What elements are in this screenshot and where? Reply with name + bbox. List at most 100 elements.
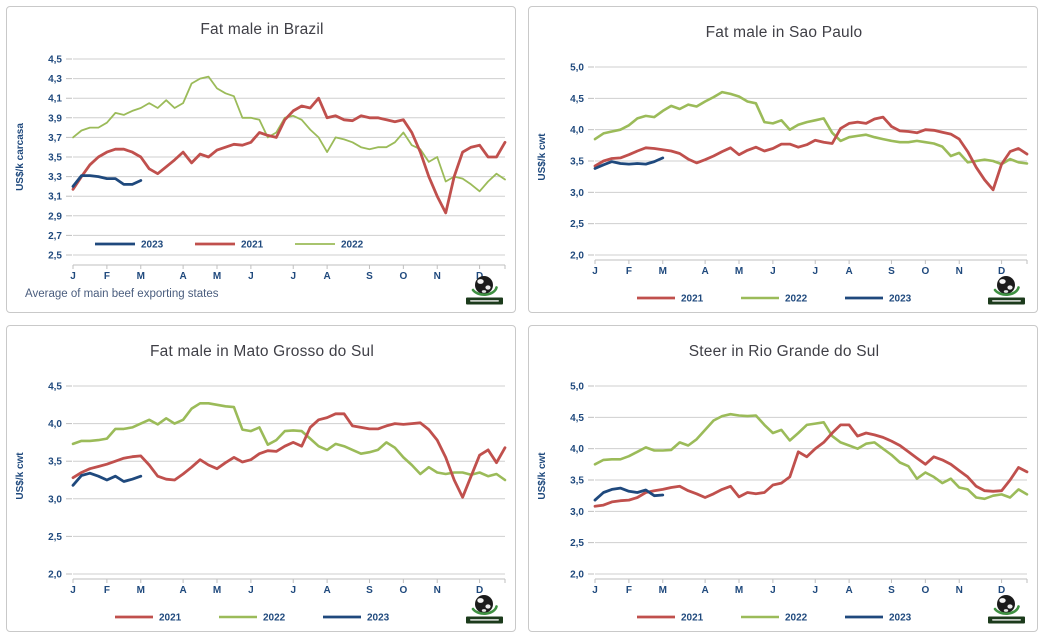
gridlines xyxy=(66,58,505,256)
series-line-2023 xyxy=(71,471,143,487)
y-axis-label: US$/k cwt xyxy=(15,452,26,500)
svg-text:M: M xyxy=(137,271,145,282)
globe-logo-icon xyxy=(988,595,1025,624)
svg-text:2,5: 2,5 xyxy=(48,251,62,262)
svg-text:J: J xyxy=(248,585,254,596)
gridlines xyxy=(588,66,1027,256)
legend-label-2022: 2022 xyxy=(263,613,286,624)
legend-item-2021: 2021 xyxy=(115,613,182,624)
svg-text:2,5: 2,5 xyxy=(570,538,584,549)
legend-label-2023: 2023 xyxy=(141,240,164,251)
chart-steer-rio-grande-do-sul: Steer in Rio Grande do Sul US$/k cwt 2,0… xyxy=(537,343,1029,624)
y-axis-label: US$/k cwt xyxy=(537,452,548,500)
panel-fat-male-mato-grosso-do-sul: Fat male in Mato Grosso do Sul US$/k cwt… xyxy=(6,325,516,632)
svg-text:F: F xyxy=(104,271,110,282)
svg-text:J: J xyxy=(812,266,818,277)
svg-text:M: M xyxy=(659,585,667,596)
svg-text:N: N xyxy=(956,585,963,596)
svg-text:O: O xyxy=(399,271,407,282)
svg-text:2,7: 2,7 xyxy=(48,231,62,242)
series-line-2022 xyxy=(72,75,506,193)
series-line-2023 xyxy=(71,174,143,188)
svg-text:J: J xyxy=(70,585,76,596)
svg-text:O: O xyxy=(399,585,407,596)
svg-text:3,0: 3,0 xyxy=(48,494,62,505)
chart-title: Fat male in Mato Grosso do Sul xyxy=(150,343,374,360)
chart-title: Fat male in Brazil xyxy=(200,21,323,38)
svg-text:5,0: 5,0 xyxy=(570,63,584,74)
svg-text:M: M xyxy=(735,266,743,277)
y-tick-labels: 2,5 2,7 2,9 3,1 3,3 3,5 3,7 3,9 4,1 4,3 4,5 xyxy=(48,55,62,262)
svg-text:S: S xyxy=(888,585,895,596)
y-axis-label: US$/k carcasa xyxy=(15,123,26,191)
svg-text:4,1: 4,1 xyxy=(48,94,62,105)
svg-text:2,0: 2,0 xyxy=(570,251,584,262)
svg-text:A: A xyxy=(324,271,331,282)
svg-text:3,7: 3,7 xyxy=(48,133,62,144)
x-axis xyxy=(594,259,1028,264)
svg-text:4,5: 4,5 xyxy=(48,382,62,393)
legend-item-2023: 2023 xyxy=(95,240,164,251)
series-line-2021 xyxy=(71,96,507,215)
series-line-2023 xyxy=(593,486,665,502)
legend-label-2021: 2021 xyxy=(241,240,264,251)
chart-footnote: Average of main beef exporting states xyxy=(25,288,219,300)
svg-text:3,1: 3,1 xyxy=(48,192,62,203)
series-line-2022 xyxy=(593,412,1029,501)
svg-text:4,0: 4,0 xyxy=(570,125,584,136)
svg-text:S: S xyxy=(366,271,373,282)
globe-logo-icon xyxy=(466,595,503,624)
plot-area: 2,5 2,7 2,9 3,1 3,3 3,5 3,7 3,9 4,1 4,3 4,5 J F M A M J J… xyxy=(48,55,507,305)
svg-text:A: A xyxy=(846,585,853,596)
legend-label-2023: 2023 xyxy=(889,294,912,305)
svg-text:A: A xyxy=(324,585,331,596)
legend: 2021 2022 2023 xyxy=(115,613,390,624)
legend-item-2023: 2023 xyxy=(845,294,912,305)
svg-text:M: M xyxy=(213,585,221,596)
legend-label-2022: 2022 xyxy=(785,613,808,624)
svg-text:N: N xyxy=(434,585,441,596)
legend-item-2021: 2021 xyxy=(195,240,264,251)
legend-item-2022: 2022 xyxy=(219,613,286,624)
svg-text:D: D xyxy=(476,585,483,596)
series-line-2021 xyxy=(71,412,507,499)
svg-text:3,0: 3,0 xyxy=(570,507,584,518)
svg-text:F: F xyxy=(104,585,110,596)
chart-fat-male-mato-grosso-do-sul: Fat male in Mato Grosso do Sul US$/k cwt… xyxy=(15,343,507,624)
svg-text:3,0: 3,0 xyxy=(570,188,584,199)
legend-item-2021: 2021 xyxy=(637,294,704,305)
x-axis xyxy=(594,578,1028,583)
svg-text:D: D xyxy=(998,266,1005,277)
svg-text:N: N xyxy=(956,266,963,277)
svg-text:O: O xyxy=(921,266,929,277)
svg-text:F: F xyxy=(626,266,632,277)
legend-label-2021: 2021 xyxy=(159,613,182,624)
series-line-2022 xyxy=(593,90,1029,166)
legend: 2021 2022 2023 xyxy=(637,294,912,305)
legend-label-2021: 2021 xyxy=(681,294,704,305)
series-line-2022 xyxy=(71,402,507,482)
svg-text:3,9: 3,9 xyxy=(48,113,62,124)
svg-text:2,0: 2,0 xyxy=(48,570,62,581)
svg-text:J: J xyxy=(248,271,254,282)
legend-label-2022: 2022 xyxy=(785,294,808,305)
svg-text:D: D xyxy=(476,271,483,282)
legend-label-2022: 2022 xyxy=(341,240,364,251)
svg-text:M: M xyxy=(659,266,667,277)
legend-label-2023: 2023 xyxy=(889,613,912,624)
svg-text:A: A xyxy=(702,266,709,277)
svg-text:J: J xyxy=(592,585,598,596)
svg-text:2,0: 2,0 xyxy=(570,570,584,581)
legend-item-2022: 2022 xyxy=(295,240,364,251)
svg-text:A: A xyxy=(180,271,187,282)
svg-text:3,5: 3,5 xyxy=(570,157,584,168)
svg-text:2,9: 2,9 xyxy=(48,211,62,222)
svg-text:J: J xyxy=(290,585,296,596)
y-tick-labels: 2,0 2,5 3,0 3,5 4,0 4,5 5,0 xyxy=(570,63,584,262)
legend: 2021 2022 2023 xyxy=(637,613,912,624)
